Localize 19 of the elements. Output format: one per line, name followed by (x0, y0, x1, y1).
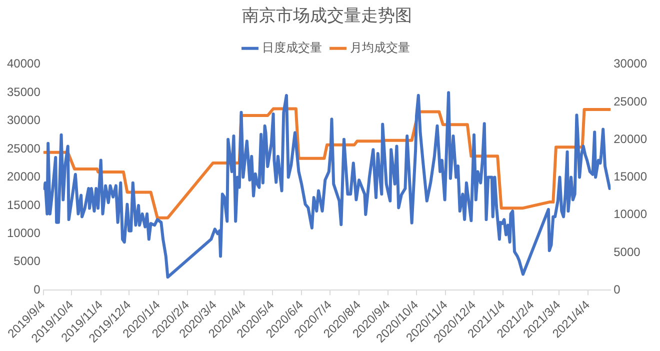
y-tick-label: 25000 (6, 141, 41, 156)
y2-tick-label: 0 (614, 282, 621, 296)
y2-tick-label: 20000 (614, 132, 648, 146)
y-tick-label: 40000 (6, 56, 41, 71)
legend-label: 月均成交量 (350, 40, 410, 55)
y-tick-label: 5000 (14, 254, 41, 268)
y2-tick-label: 5000 (614, 244, 641, 259)
y2-tick-label: 25000 (614, 94, 648, 108)
y-tick-label: 35000 (6, 84, 41, 99)
y-tick-label: 0 (34, 282, 41, 296)
y2-tick-label: 10000 (614, 207, 648, 222)
legend-label: 日度成交量 (262, 40, 322, 55)
y-tick-label: 15000 (6, 198, 41, 212)
chart-title: 南京市场成交量走势图 (242, 6, 412, 25)
y2-tick-label: 30000 (614, 56, 648, 71)
y-tick-label: 30000 (6, 113, 41, 128)
y2-tick-label: 15000 (614, 170, 648, 184)
y-tick-label: 10000 (6, 226, 41, 240)
y-tick-label: 20000 (6, 170, 41, 184)
